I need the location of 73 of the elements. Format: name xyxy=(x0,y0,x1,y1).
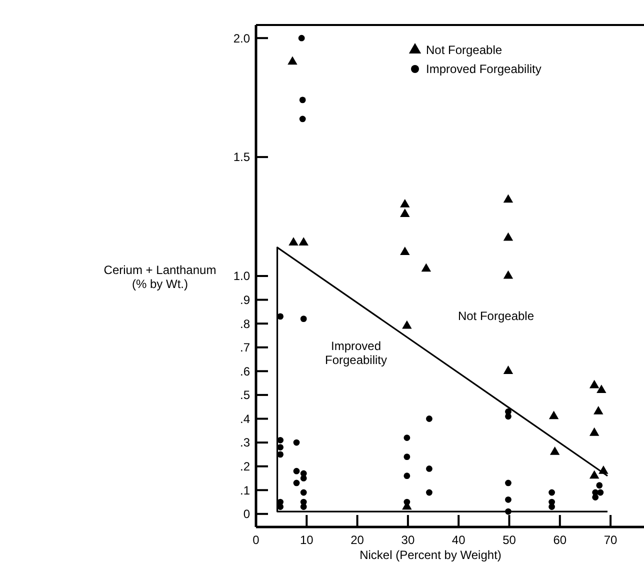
point xyxy=(300,489,307,496)
point xyxy=(548,504,555,510)
y-tick-label: .7 xyxy=(240,340,250,355)
point xyxy=(426,416,432,422)
point xyxy=(404,434,410,441)
y-tick-label: .3 xyxy=(240,436,250,450)
y-tick-label: .2 xyxy=(240,460,250,474)
point xyxy=(596,482,603,489)
point xyxy=(594,406,604,414)
point xyxy=(592,494,599,500)
x-tick-label: 60 xyxy=(553,533,567,547)
y-tick-label: .4 xyxy=(240,412,250,426)
point xyxy=(404,472,410,480)
point xyxy=(404,498,410,506)
point xyxy=(293,439,300,446)
point xyxy=(300,475,307,482)
point xyxy=(589,380,600,388)
point xyxy=(503,270,514,279)
y-tick-label: 1.0 xyxy=(233,269,250,284)
x-axis-title: Nickel (Percent by Weight) xyxy=(360,548,502,562)
point xyxy=(300,316,307,322)
legend-label: Improved Forgeability xyxy=(426,62,542,76)
y-tick-label: 2.0 xyxy=(233,31,250,46)
point xyxy=(503,232,514,241)
point xyxy=(277,504,284,510)
annotation: Not Forgeable xyxy=(458,309,534,323)
point xyxy=(426,466,432,472)
y-tick-label: .6 xyxy=(240,364,250,378)
point xyxy=(548,489,555,496)
point xyxy=(298,237,308,246)
point xyxy=(293,480,300,486)
y-tick-label: .9 xyxy=(240,292,250,307)
y-tick-label: .5 xyxy=(240,388,250,402)
legend-label: Not Forgeable xyxy=(426,43,502,58)
point xyxy=(550,446,560,455)
point xyxy=(597,489,604,496)
point xyxy=(505,496,512,503)
point xyxy=(402,320,412,329)
x-tick-label: 70 xyxy=(604,533,618,547)
point xyxy=(426,489,432,496)
point xyxy=(288,56,298,65)
x-tick-label: 10 xyxy=(300,533,314,547)
x-tick-label: 40 xyxy=(452,533,466,547)
point xyxy=(277,436,284,444)
annotation: Improved Forgeability xyxy=(324,339,388,367)
x-tick-label: 0 xyxy=(252,533,260,547)
point xyxy=(400,208,410,217)
point xyxy=(421,263,432,272)
y-tick-label: 0 xyxy=(243,507,250,522)
point xyxy=(596,384,606,394)
point xyxy=(589,470,600,479)
point xyxy=(293,468,300,474)
point xyxy=(503,194,514,203)
point xyxy=(404,454,410,460)
x-tick-label: 50 xyxy=(502,533,516,547)
point xyxy=(400,246,410,256)
point xyxy=(503,366,514,374)
point xyxy=(300,504,307,510)
point xyxy=(277,444,284,450)
y-tick-label: .1 xyxy=(240,483,250,498)
y-tick-label: .8 xyxy=(240,316,250,331)
point xyxy=(548,410,559,420)
point xyxy=(505,413,512,420)
y-axis-title: Cerium + Lanthanum (% by Wt.) xyxy=(104,263,216,291)
y-tick-label: 1.5 xyxy=(233,150,250,164)
x-tick-label: 30 xyxy=(401,533,415,547)
point xyxy=(589,427,600,436)
point xyxy=(277,451,284,458)
point xyxy=(288,237,298,246)
point xyxy=(277,313,284,320)
point xyxy=(505,480,512,486)
point xyxy=(400,199,410,208)
x-tick-label: 20 xyxy=(350,533,364,547)
